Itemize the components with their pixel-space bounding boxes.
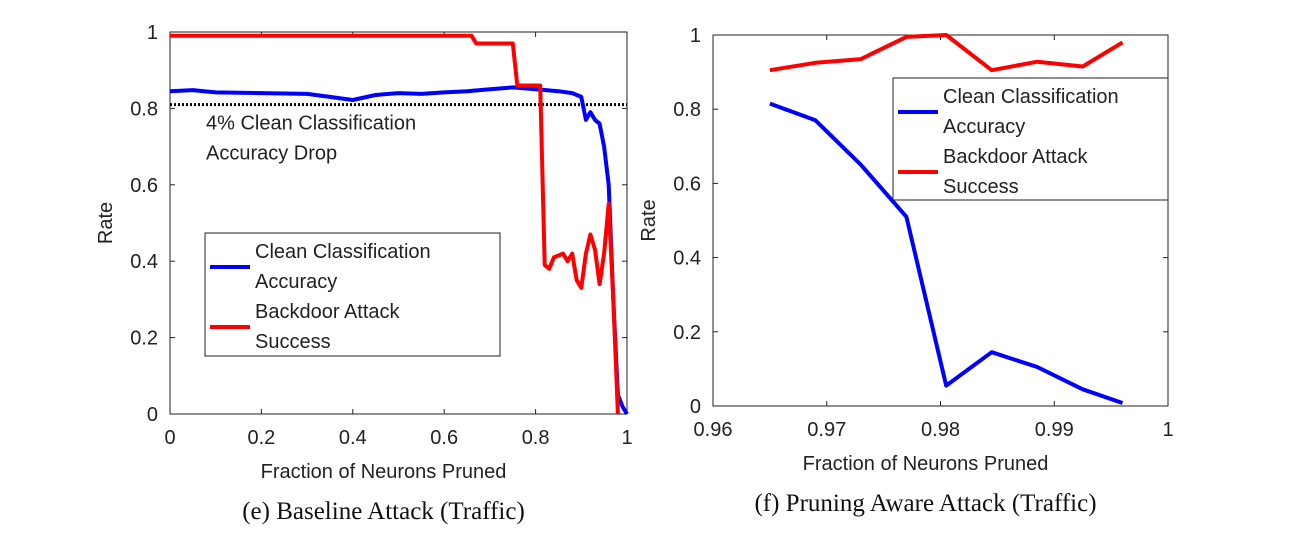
legend: Clean Classification Accuracy Backdoor At… (204, 232, 501, 357)
x-axis-label: Fraction of Neurons Pruned (803, 453, 1049, 475)
series-line (169, 85, 629, 416)
x-tick-label: 1 (1162, 419, 1173, 441)
legend-label: Clean Classification Accuracy (943, 86, 1124, 138)
y-tick-label: 0.2 (130, 328, 158, 350)
x-tick-label: 0.99 (1035, 419, 1074, 441)
x-tick-label: 0.98 (921, 419, 960, 441)
series-line (769, 101, 1124, 405)
y-tick-label: 0 (690, 396, 701, 418)
plot-frame (169, 31, 628, 415)
x-tick-label: 0 (164, 427, 175, 449)
y-axis-label: Rate (95, 202, 117, 244)
x-tick-label: 1 (621, 427, 632, 449)
x-tick-label: 0.8 (522, 427, 550, 449)
x-tick-label: 0.2 (247, 427, 275, 449)
legend-label: Backdoor Attack Success (943, 146, 1093, 198)
series-line (769, 33, 1124, 73)
x-tick-label: 0.4 (339, 427, 367, 449)
x-tick-label: 0.6 (430, 427, 458, 449)
legend-box (892, 77, 1169, 201)
y-tick-label: 0.8 (130, 98, 158, 120)
x-tick-label: 0.96 (694, 419, 733, 441)
y-tick-label: 0.2 (673, 322, 701, 344)
y-tick-label: 0 (147, 404, 158, 426)
y-tick-label: 0.6 (673, 173, 701, 195)
x-tick-label: 0.97 (807, 419, 846, 441)
x-axis-label: Fraction of Neurons Pruned (261, 461, 507, 483)
legend-box (204, 232, 501, 357)
annotation: 4% Clean Classification Accuracy Drop (206, 113, 422, 165)
y-tick-label: 0.8 (673, 99, 701, 121)
y-tick-label: 1 (147, 22, 158, 44)
y-tick-label: 1 (690, 25, 701, 47)
legend: Clean Classification Accuracy Backdoor At… (892, 77, 1169, 201)
legend-label: Backdoor Attack Success (255, 301, 405, 353)
caption: (e) Baseline Attack (Traffic) (242, 498, 525, 525)
y-tick-label: 0.6 (130, 175, 158, 197)
y-tick-label: 0.4 (130, 251, 158, 273)
legend-label: Clean Classification Accuracy (255, 241, 436, 293)
y-axis-label: Rate (638, 199, 660, 241)
series-line (170, 33, 620, 415)
caption: (f) Pruning Aware Attack (Traffic) (754, 490, 1096, 517)
y-tick-label: 0.4 (673, 248, 701, 270)
